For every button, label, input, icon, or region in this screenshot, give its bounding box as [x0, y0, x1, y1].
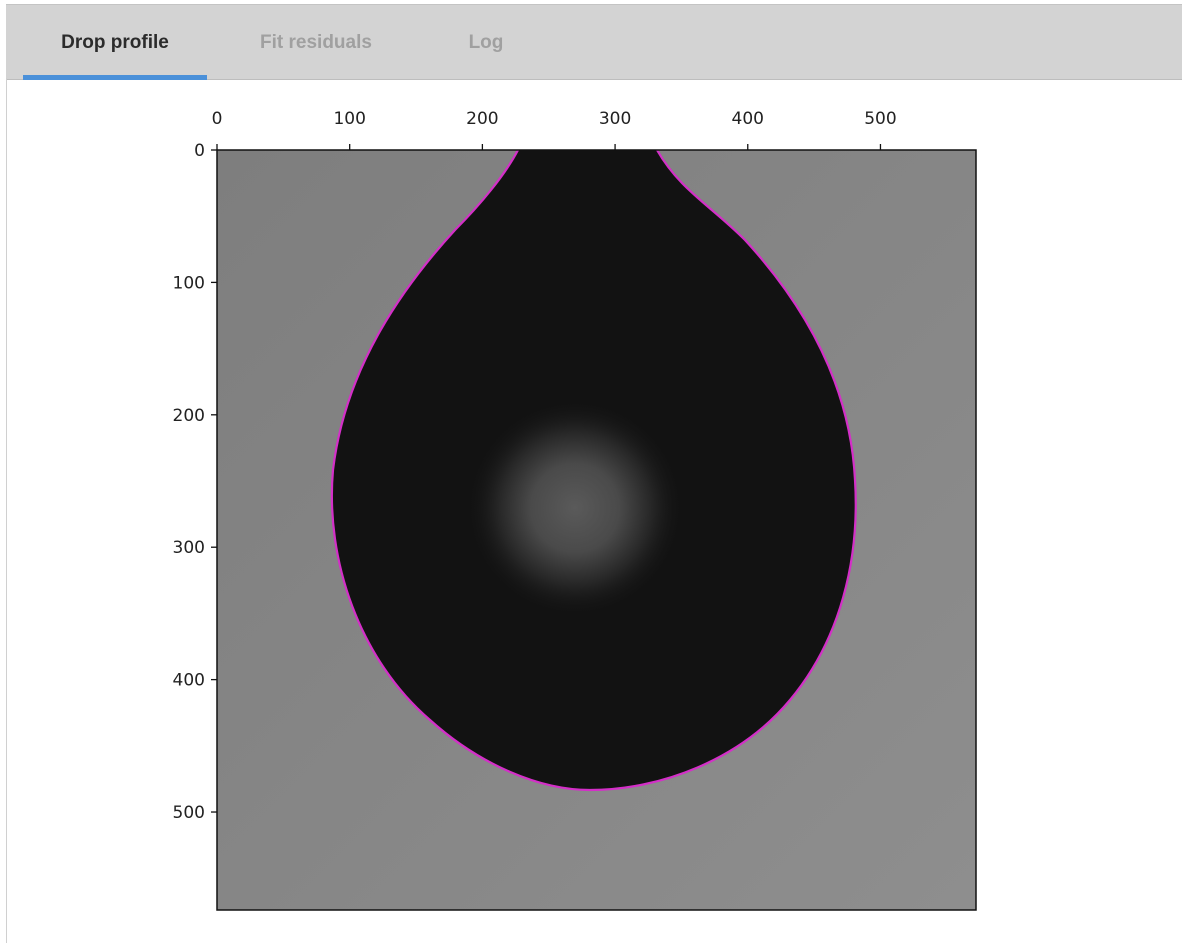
x-tick-label: 0	[212, 109, 223, 129]
page: {"tabs": [{"label": "Drop profile", "act…	[0, 0, 1182, 943]
x-tick-label: 500	[864, 109, 896, 129]
y-tick-label: 0	[194, 141, 205, 161]
y-tick-label: 500	[173, 803, 205, 823]
x-tick-label: 300	[599, 109, 631, 129]
drop-highlight	[465, 398, 685, 618]
x-tick-label: 200	[466, 109, 498, 129]
x-tick-label: 400	[732, 109, 764, 129]
x-tick-label: 100	[333, 109, 365, 129]
y-tick-label: 200	[173, 406, 205, 426]
y-tick-label: 400	[173, 671, 205, 691]
chart: 0 100 200 300 400 500 0 100 200 300 400 500	[0, 0, 1182, 943]
y-tick-label: 100	[173, 273, 205, 293]
plot-area	[217, 150, 976, 910]
y-tick-label: 300	[173, 538, 205, 558]
